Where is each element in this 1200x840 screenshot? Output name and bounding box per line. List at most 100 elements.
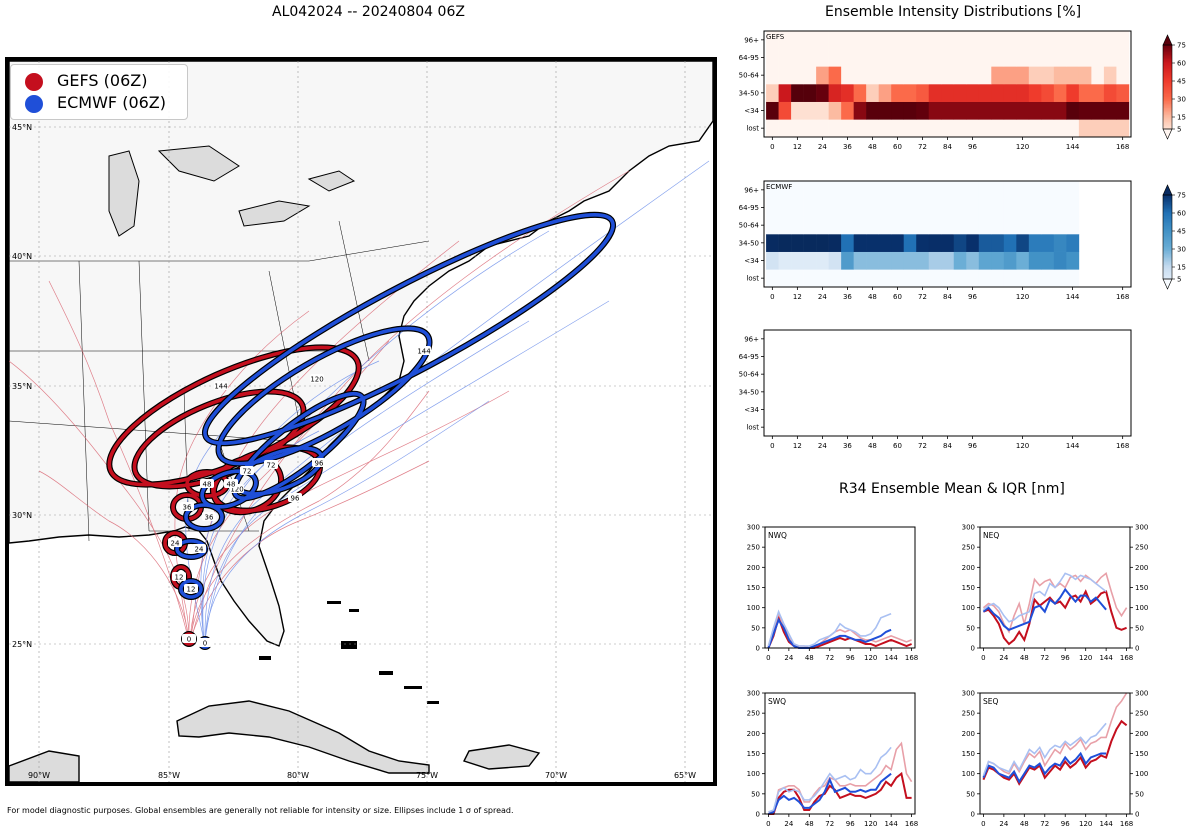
heatmap-cell xyxy=(1003,269,1017,288)
r34-ytick-label: 100 xyxy=(962,770,975,778)
heatmap-cell xyxy=(1053,66,1067,85)
heatmap-cell xyxy=(816,119,829,138)
heatmap-cell xyxy=(853,234,867,252)
ecmwf-hour-label: 144 xyxy=(417,348,431,356)
heatmap-cell xyxy=(1028,101,1042,120)
heatmap-cell xyxy=(1053,198,1067,217)
colorbar-step xyxy=(1163,80,1172,82)
heatmap-cell xyxy=(1078,119,1092,138)
r34-panel-label: SEQ xyxy=(983,697,998,706)
heatmap-cell xyxy=(916,216,930,235)
heatmap-cell xyxy=(903,198,917,217)
heatmap-cell xyxy=(1028,181,1042,199)
heatmap-cell xyxy=(991,31,1005,49)
heatmap-cell xyxy=(891,216,905,235)
heatmap-row-label: 96+ xyxy=(744,335,759,343)
r34-panel-label: NWQ xyxy=(768,531,787,540)
colorbar-step xyxy=(1163,94,1172,96)
r34-xtick-label: 144 xyxy=(1099,820,1113,828)
heatmap-cell xyxy=(866,31,879,49)
heatmap-cell xyxy=(841,198,854,217)
colorbar-step xyxy=(1163,59,1172,61)
heatmap-cell xyxy=(928,181,942,199)
heatmap-xtick-label: 84 xyxy=(943,143,952,151)
heatmap-cell xyxy=(841,181,854,199)
heatmap-cell xyxy=(903,119,917,138)
gefs-hour-label-bg xyxy=(288,493,302,502)
heatmap-cell xyxy=(966,101,980,120)
heatmap-panel-label: ECMWF xyxy=(766,183,792,191)
r34-ytick-label: 100 xyxy=(747,604,760,612)
heatmap-row-label: 34-50 xyxy=(739,239,759,247)
heatmap-cell xyxy=(1041,234,1055,252)
heatmap-cell xyxy=(841,101,854,120)
gefs-hour-label-bg xyxy=(214,381,228,390)
lon-label: 70°W xyxy=(545,771,567,780)
colorbar-step xyxy=(1163,45,1172,47)
colorbar-step xyxy=(1163,199,1172,201)
heatmap-cell xyxy=(1078,84,1092,102)
heatmap-row-label: 50-64 xyxy=(739,222,760,230)
colorbar-step xyxy=(1163,117,1172,120)
colorbar-step xyxy=(1163,91,1172,93)
heatmap-xtick-label: 84 xyxy=(943,293,952,301)
heatmap-cell xyxy=(778,269,792,288)
heatmap-cell xyxy=(1078,31,1092,49)
heatmap-cell xyxy=(941,198,955,217)
heatmap-cell xyxy=(891,234,905,252)
heatmap-cell xyxy=(791,84,804,102)
colorbar-step xyxy=(1163,105,1172,107)
colorbar-step xyxy=(1163,232,1172,235)
heatmap-cell xyxy=(791,66,804,85)
heatmap-xtick-label: 12 xyxy=(793,442,802,450)
r34-ytick-label: 100 xyxy=(1135,604,1148,612)
heatmap-cell xyxy=(1078,66,1092,85)
colorbar-step xyxy=(1163,106,1172,109)
colorbar-step xyxy=(1163,209,1172,211)
colorbar-extend-top xyxy=(1162,184,1173,196)
r34-xtick-label: 144 xyxy=(884,654,898,662)
colorbar-step xyxy=(1163,249,1172,252)
heatmap-cell xyxy=(928,216,942,235)
heatmap-cell xyxy=(1041,251,1055,270)
lon-label: 90°W xyxy=(28,771,50,780)
legend-swatch-ecmwf xyxy=(25,94,43,113)
ecmwf-hour-label: 12 xyxy=(187,586,196,594)
heatmap-cell xyxy=(1003,66,1017,85)
heatmap-cell xyxy=(866,101,879,120)
heatmap-xtick-label: 24 xyxy=(818,442,827,450)
colorbar-step xyxy=(1163,214,1172,217)
heatmap-row-label: 64-95 xyxy=(739,204,759,212)
heatmap-cell xyxy=(828,234,842,252)
heatmap-xtick-label: 84 xyxy=(943,442,952,450)
heatmap-cell xyxy=(903,269,917,288)
heatmap-cell xyxy=(953,181,967,199)
ecmwf-intensity-heatmap: lost <34 34-50 50-64 64-95 96+ 0 12 24 36 48 60 72 84… xyxy=(739,180,1132,301)
heatmap-row-label: 64-95 xyxy=(739,54,759,62)
heatmap-cell xyxy=(916,84,930,102)
r34-ytick-label: 200 xyxy=(747,730,760,738)
heatmap-cell xyxy=(903,216,917,235)
colorbar-tick-label: 30 xyxy=(1177,96,1186,104)
heatmap-cell xyxy=(866,119,879,138)
r34-ytick-label: 0 xyxy=(971,645,975,653)
colorbar-step xyxy=(1163,211,1172,214)
colorbar-step xyxy=(1163,82,1172,85)
heatmap-cell xyxy=(828,198,842,217)
ecmwf-hour-label-bg xyxy=(310,374,324,383)
legend-item-gefs: GEFS (06Z) xyxy=(25,71,147,91)
heatmap-cell xyxy=(1053,48,1067,67)
heatmap-cell xyxy=(953,31,967,49)
heatmap-cell xyxy=(803,48,817,67)
ellipse-hour-labels: 0 12 24 36 48 72 96 120 144 0 12 24 36 48 72 96 120 144 xyxy=(168,346,431,648)
ecmwf-hour-label-bg xyxy=(264,460,278,469)
hispaniola xyxy=(463,744,541,770)
heatmap-cell xyxy=(791,181,804,199)
gefs-hour-label: 12 xyxy=(175,574,184,582)
colorbar-step xyxy=(1163,200,1172,203)
heatmap-cell xyxy=(978,66,992,85)
heatmap-cell xyxy=(778,216,792,235)
heatmap-cell xyxy=(1041,84,1055,102)
heatmap-xtick-label: 60 xyxy=(893,442,902,450)
gefs-colorbar: 5 15 30 45 60 75 xyxy=(1162,34,1186,140)
